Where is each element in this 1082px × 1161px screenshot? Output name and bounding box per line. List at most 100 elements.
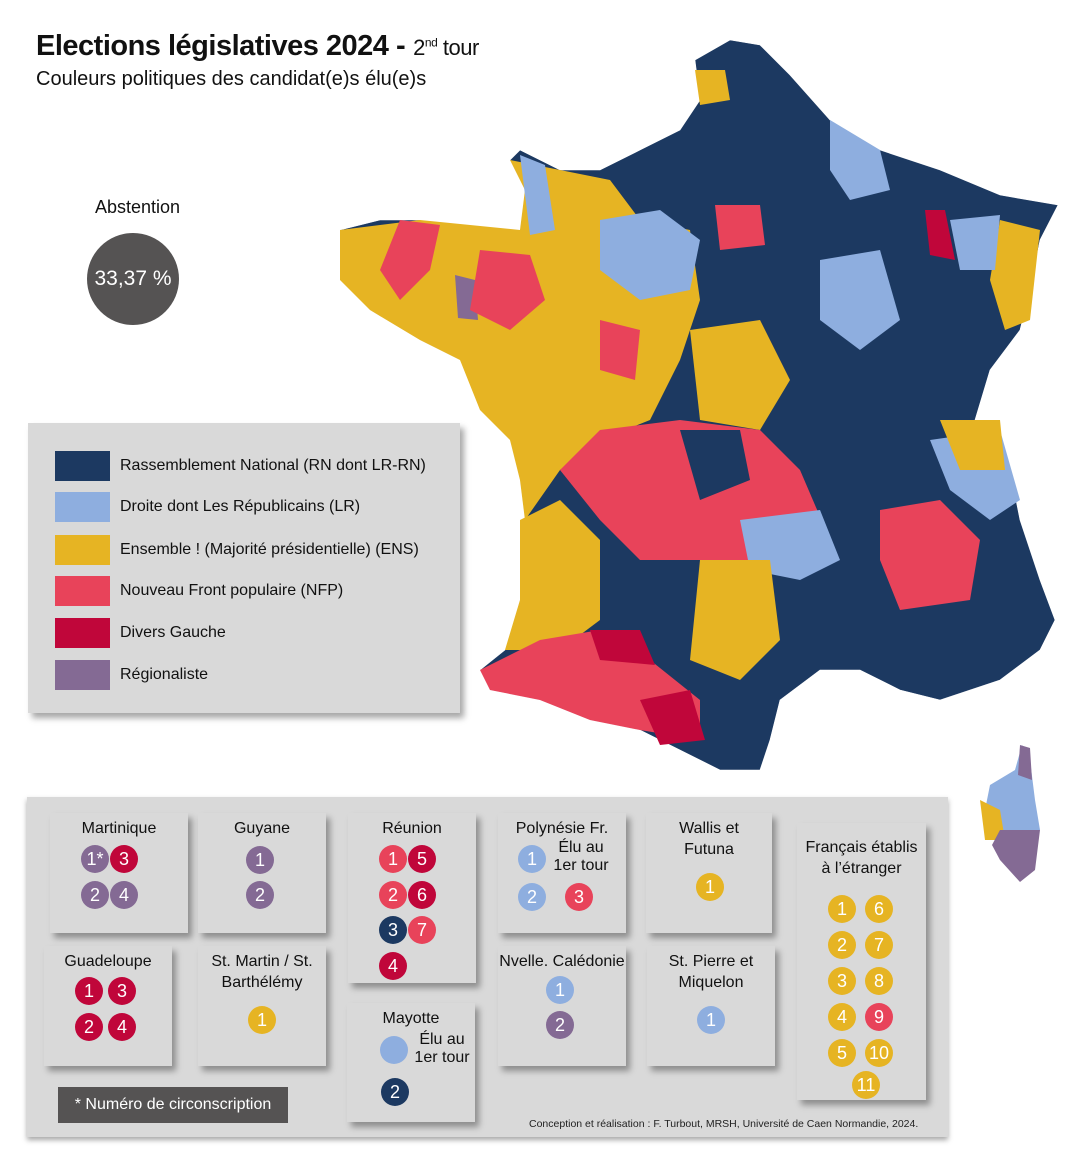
seat-circle-ens: 4	[828, 1003, 856, 1031]
tour-sup: nd	[424, 35, 438, 50]
corsica-reg	[992, 830, 1040, 882]
territory-name: Martinique	[81, 820, 157, 837]
territory-name: Wallis et Futuna	[679, 820, 739, 858]
legend-item-dvg: Divers Gauche	[55, 618, 226, 648]
territory-martinique: Martinique 1* 3 2 4	[50, 813, 188, 933]
legend-panel: Rassemblement National (RN dont LR-RN) Dr…	[28, 423, 460, 713]
seat-circle-ens: 1	[828, 895, 856, 923]
legend-swatch	[55, 618, 110, 648]
legend-swatch	[55, 535, 110, 565]
seat-circle-nfp: 1	[379, 845, 407, 873]
seat-circle-ens: 2	[828, 931, 856, 959]
region-center-nfp	[600, 320, 640, 380]
seat-circle-nfp: 2	[379, 881, 407, 909]
tour-number: 2	[413, 35, 425, 60]
territory-réunion: Réunion 1 5 2 6 3 7 4	[348, 813, 476, 983]
seat-circle-ens: 3	[828, 967, 856, 995]
mainland-france	[339, 39, 1059, 771]
tour-word: tour	[442, 35, 479, 60]
region-north-ens	[695, 70, 730, 105]
first-round-note: Élu au 1er tour	[414, 1031, 470, 1066]
abstention-label: Abstention	[95, 197, 181, 217]
seat-circle-ens: 1	[696, 873, 724, 901]
seat-circle-dvg: 2	[75, 1013, 103, 1041]
page-title: Elections législatives 2024 - 2nd tour	[36, 30, 479, 63]
seat-circle-lr: 1	[518, 845, 546, 873]
seat-circle-lr: 1	[546, 976, 574, 1004]
seat-circle-reg: 1	[246, 846, 274, 874]
territory-name: Guadeloupe	[64, 953, 152, 970]
seat-circle-nfp: 9	[865, 1003, 893, 1031]
legend-label: Droite dont Les Républicains (LR)	[120, 498, 361, 515]
territory-nvelle-calédonie: Nvelle. Calédonie 1 2	[498, 946, 626, 1066]
seat-circle-dvg: 3	[108, 977, 136, 1005]
region-occitanie-ens	[690, 560, 780, 680]
legend-swatch	[55, 451, 110, 481]
seat-circle-dvg: 1	[75, 977, 103, 1005]
territory-name: Nvelle. Calédonie	[499, 953, 625, 970]
region-rhone-nfp	[880, 500, 980, 610]
seat-circle-lr: 1	[697, 1006, 725, 1034]
seat-circle-rn: 3	[379, 916, 407, 944]
territory-guyane: Guyane 1 2	[198, 813, 326, 933]
region-auvergne-rn	[680, 430, 750, 500]
territory-wallis-et-futuna: Wallis et Futuna 1	[646, 813, 772, 933]
legend-item-ens: Ensemble ! (Majorité présidentielle) (EN…	[55, 535, 419, 565]
seat-circle-rn: 2	[381, 1078, 409, 1106]
territory-name: St. Martin / St. Barthélémy	[211, 953, 313, 991]
region-alsace-lr	[950, 215, 1000, 270]
territory-name: Français établis à l’étranger	[805, 839, 918, 877]
corsica-ens	[980, 800, 1005, 840]
legend-item-nfp: Nouveau Front populaire (NFP)	[55, 576, 343, 606]
territory-name: Réunion	[382, 820, 442, 837]
region-pays-loire-nfp	[470, 250, 545, 330]
territory-français-établis-à-l-étranger: Français établis à l’étranger 1 6 2 7 3 8 4 9 5 10…	[797, 823, 926, 1100]
credit: Conception et réalisation : F. Turbout, …	[529, 1118, 919, 1130]
region-east-lr	[820, 250, 900, 350]
region-paris-mix	[715, 205, 765, 250]
seat-circle-lr	[380, 1036, 408, 1064]
seat-circle-lr: 2	[518, 883, 546, 911]
seat-circle-dvg: 6	[408, 881, 436, 909]
territory-name: Mayotte	[382, 1010, 440, 1027]
seat-circle-ens: 7	[865, 931, 893, 959]
region-brittany-nfp	[380, 220, 440, 300]
seat-circle-dvg: 5	[408, 845, 436, 873]
title-main: Elections législatives 2024 -	[36, 30, 406, 62]
region-alps-ens	[940, 420, 1005, 470]
first-round-note: Élu au 1er tour	[553, 839, 609, 874]
region-loire-ens	[690, 320, 790, 430]
abstention-value: 33,37 %	[87, 233, 179, 325]
seat-circle-dvg: 4	[108, 1013, 136, 1041]
region-toulouse-dvg	[590, 630, 655, 665]
seat-circle-reg: 4	[110, 881, 138, 909]
region-sw-dvg	[640, 690, 705, 745]
legend-item-rn: Rassemblement National (RN dont LR-RN)	[55, 451, 426, 481]
territory-name: Guyane	[233, 820, 291, 837]
territory-st-martin-st-barthélémy: St. Martin / St. Barthélémy 1	[198, 946, 326, 1066]
seat-circle-ens: 5	[828, 1039, 856, 1067]
seat-circle-nfp: 7	[408, 916, 436, 944]
territory-name: St. Pierre et Miquelon	[668, 953, 754, 991]
seat-circle-reg: 2	[246, 881, 274, 909]
legend-swatch	[55, 492, 110, 522]
legend-swatch	[55, 576, 110, 606]
subtitle: Couleurs politiques des candidat(e)s élu…	[36, 68, 427, 90]
seat-circle-dvg: 3	[110, 845, 138, 873]
region-burgundy-lr	[830, 120, 890, 200]
footnote: * Numéro de circonscription	[58, 1087, 288, 1123]
region-lorraine-dvg	[925, 210, 955, 260]
seat-circle-ens: 10	[865, 1039, 893, 1067]
seat-circle-reg: 2	[81, 881, 109, 909]
region-normandy-lr	[520, 155, 555, 235]
legend-label: Ensemble ! (Majorité présidentielle) (EN…	[120, 541, 419, 558]
region-alsace-ens	[990, 220, 1040, 330]
seat-circle-reg: 2	[546, 1011, 574, 1039]
territory-guadeloupe: Guadeloupe 1 3 2 4	[44, 946, 172, 1066]
region-sw-ens	[505, 500, 600, 650]
territory-polynésie-fr-: Polynésie Fr. 1 Élu au 1er tour 2 3	[498, 813, 626, 933]
territory-name: Polynésie Fr.	[515, 820, 609, 837]
seat-circle-ens: 8	[865, 967, 893, 995]
